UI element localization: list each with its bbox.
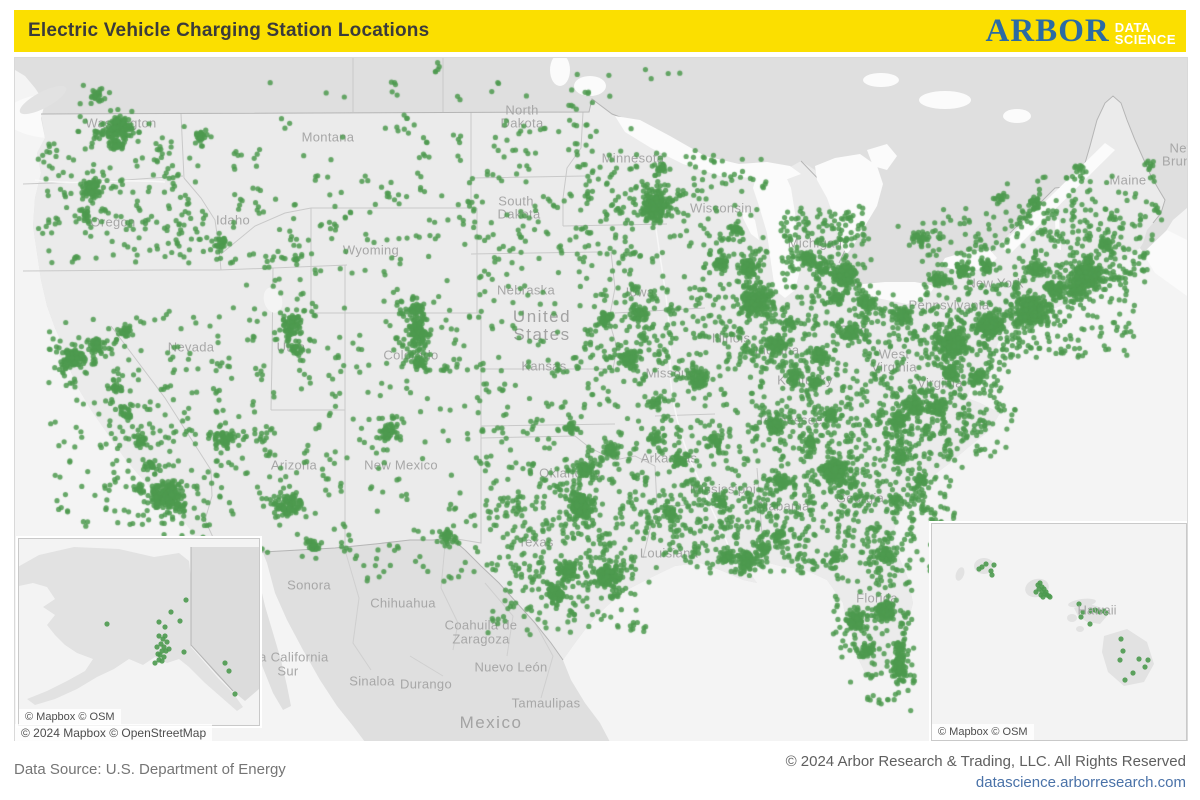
- hawaii-inset-map: Hawaii © Mapbox © OSM: [929, 521, 1187, 742]
- alaska-landmass: [19, 547, 243, 711]
- arbor-logo: ARBOR DATA SCIENCE: [985, 13, 1176, 49]
- map-attribution: © 2024 Mapbox © OpenStreetMap: [15, 724, 213, 742]
- logo-brand-text: ARBOR: [985, 13, 1110, 49]
- website-link[interactable]: datascience.arborresearch.com: [975, 774, 1186, 791]
- hawaii-label: Hawaii: [1077, 602, 1117, 618]
- us-charging-stations-map[interactable]: WashingtonMontanaNorthDakotaSouthDakotaM…: [14, 57, 1188, 743]
- data-source-text: Data Source: U.S. Department of Energy: [14, 761, 286, 778]
- logo-line1: DATA: [1114, 20, 1151, 35]
- copyright-text: © 2024 Arbor Research & Trading, LLC. Al…: [785, 753, 1186, 770]
- alaska-inset-map: © Mapbox © OSM: [16, 536, 262, 728]
- page-title: Electric Vehicle Charging Station Locati…: [28, 20, 430, 41]
- canada-landmass-inset: [191, 547, 259, 701]
- logo-subtext: DATA SCIENCE: [1114, 20, 1176, 47]
- logo-line2: SCIENCE: [1114, 32, 1176, 47]
- alaska-attribution: © Mapbox © OSM: [19, 709, 121, 725]
- hawaii-attribution: © Mapbox © OSM: [932, 724, 1034, 740]
- dashboard-footer: Data Source: U.S. Department of Energy ©…: [0, 741, 1200, 800]
- title-bar: Electric Vehicle Charging Station Locati…: [14, 10, 1186, 52]
- alaska-canada-border: [190, 547, 234, 692]
